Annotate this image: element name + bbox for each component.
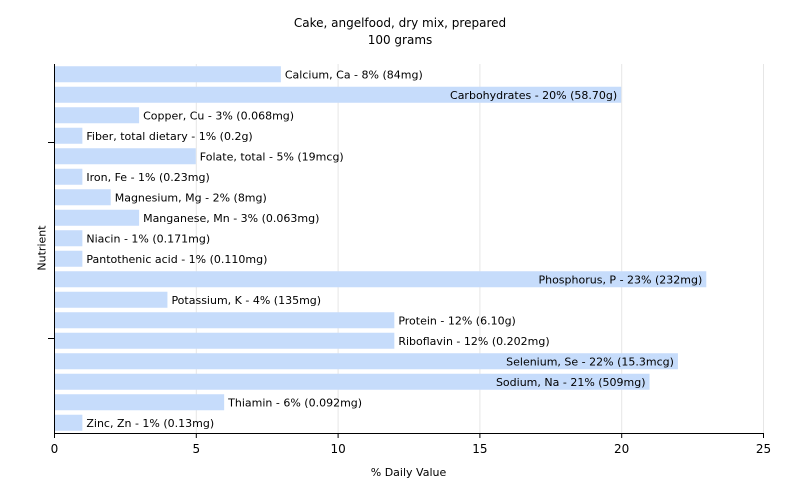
bar: [55, 66, 281, 83]
bar: [55, 271, 707, 288]
bar-label: Sodium, Na - 21% (509mg): [496, 376, 646, 389]
bar: [55, 250, 83, 267]
bar: [55, 127, 83, 144]
x-tick-label: 0: [51, 442, 59, 456]
chart-title: Cake, angelfood, dry mix, prepared: [293, 16, 507, 30]
bar: [55, 230, 83, 247]
bar: [55, 373, 650, 390]
bar-label: Potassium, K - 4% (135mg): [171, 294, 321, 307]
bar-label: Folate, total - 5% (19mcg): [200, 150, 344, 163]
bar-label: Manganese, Mn - 3% (0.063mg): [143, 212, 319, 225]
bar-label: Niacin - 1% (0.171mg): [86, 232, 210, 245]
bar: [55, 332, 395, 349]
bar-label: Protein - 12% (6.10g): [398, 314, 516, 327]
bar-label: Magnesium, Mg - 2% (8mg): [115, 191, 267, 204]
bar: [55, 291, 168, 308]
chart-subtitle: 100 grams: [367, 33, 433, 47]
bar-label: Zinc, Zn - 1% (0.13mg): [86, 417, 214, 430]
x-tick-label: 15: [472, 442, 487, 456]
bar: [55, 148, 196, 165]
bar-label: Iron, Fe - 1% (0.23mg): [86, 171, 209, 184]
bar-label: Pantothenic acid - 1% (0.110mg): [86, 253, 267, 266]
bar: [55, 312, 395, 329]
bar-label: Riboflavin - 12% (0.202mg): [398, 335, 549, 348]
bar-label: Calcium, Ca - 8% (84mg): [285, 68, 423, 81]
grid-lines: [195, 64, 764, 433]
x-tick-label: 10: [330, 442, 345, 456]
axes: [48, 64, 764, 438]
bar-label: Thiamin - 6% (0.092mg): [227, 396, 362, 409]
bar: [55, 86, 622, 103]
bar-label: Carbohydrates - 20% (58.70g): [450, 89, 617, 102]
bar-label: Fiber, total dietary - 1% (0.2g): [86, 130, 252, 143]
bar: [55, 209, 140, 226]
bar: [55, 394, 225, 411]
bar-label: Copper, Cu - 3% (0.068mg): [143, 109, 294, 122]
y-axis-label: Nutrient: [35, 225, 49, 271]
bars: [55, 66, 707, 431]
x-tick-label: 20: [614, 442, 629, 456]
x-tick-label: 5: [192, 442, 200, 456]
x-tick-label: 25: [756, 442, 771, 456]
bar: [55, 414, 83, 431]
x-axis-label: % Daily Value: [370, 466, 447, 479]
x-tick-labels: 0 5 10 15 20 25: [51, 442, 771, 456]
bar: [55, 168, 83, 185]
bar: [55, 353, 678, 370]
bar-label: Phosphorus, P - 23% (232mg): [538, 273, 702, 286]
bar-labels: Calcium, Ca - 8% (84mg) Carbohydrates - 2…: [86, 68, 702, 430]
bar: [55, 189, 111, 206]
bar-label: Selenium, Se - 22% (15.3mcg): [506, 355, 674, 368]
bar: [55, 107, 140, 124]
